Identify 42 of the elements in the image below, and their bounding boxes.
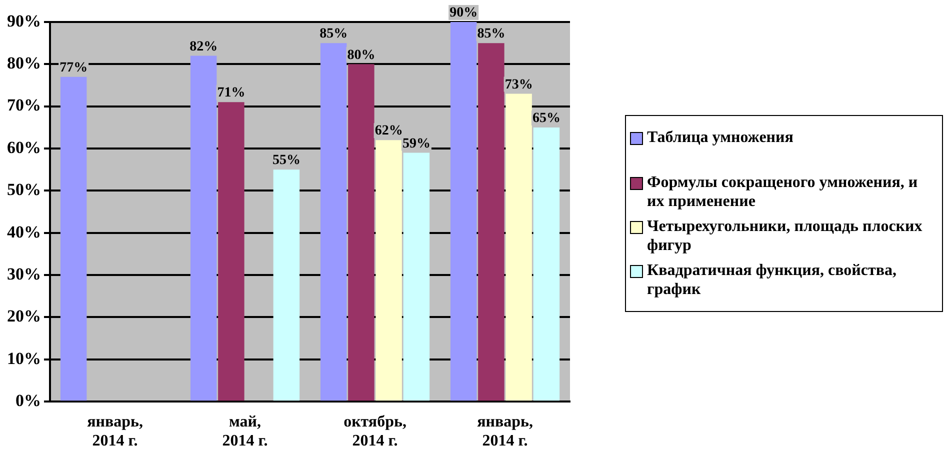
x-tick-label: май, 2014 г. [222, 413, 268, 450]
y-tick-label: 20% [7, 306, 41, 326]
bar [376, 140, 402, 401]
data-label: 85% [477, 26, 506, 42]
y-tick-label: 0% [16, 390, 41, 410]
data-label: 90% [450, 6, 478, 21]
y-tick-label: 40% [7, 222, 41, 242]
bar [533, 127, 560, 401]
y-tick-label: 80% [7, 54, 41, 73]
y-tick-label: 50% [7, 180, 41, 200]
data-label: 71% [217, 86, 246, 101]
x-tick-label: январь, 2014 г. [87, 413, 143, 450]
legend-label: Четырехугольники, площадь плоских фигур [647, 217, 924, 255]
y-tick-label: 30% [7, 264, 41, 284]
data-label: 59% [402, 136, 430, 152]
y-tick-label: 10% [7, 348, 41, 368]
bar [403, 152, 430, 401]
data-label: 82% [190, 39, 218, 54]
data-label: 80% [347, 48, 376, 63]
data-label: 73% [504, 77, 533, 92]
x-tick-label: январь, 2014 г. [477, 413, 533, 450]
bar [320, 43, 347, 401]
bar [60, 76, 87, 401]
data-label: 55% [272, 153, 300, 168]
legend-label: Формулы сокращеного умножения, и их применение [647, 173, 919, 211]
bar [190, 56, 217, 401]
bar [478, 43, 504, 401]
x-tick-label: октябрь, 2014 г. [344, 413, 406, 450]
data-label: 62% [374, 124, 403, 139]
legend-label: Квадратичная функция, свойства, график [647, 261, 898, 299]
bar [348, 64, 374, 401]
bar [450, 22, 477, 401]
data-label: 85% [320, 26, 348, 42]
y-tick-label: 70% [7, 96, 41, 115]
y-tick-label: 90% [7, 11, 41, 30]
y-tick-label: 60% [7, 138, 41, 157]
bar [506, 94, 532, 401]
legend-label: Таблица умножения [647, 128, 794, 147]
data-label: 65% [532, 111, 560, 126]
bar [273, 170, 300, 401]
data-label: 77% [60, 60, 88, 76]
bar [218, 102, 244, 401]
